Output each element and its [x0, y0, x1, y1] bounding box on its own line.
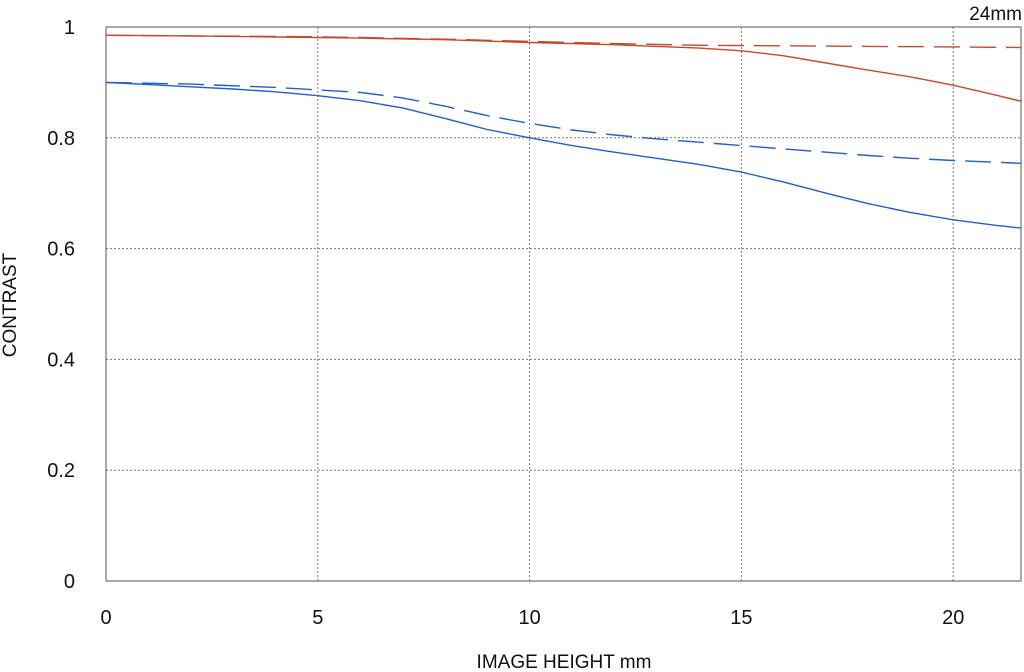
series-line-1: [105, 34, 1022, 49]
x-tick-label: 15: [730, 607, 752, 629]
y-axis-title: CONTRAST: [0, 252, 21, 357]
series-line-0: [105, 34, 1022, 102]
x-tick-label: 0: [100, 607, 111, 629]
series-line-3: [105, 81, 1022, 164]
y-tick-labels: 0 0.2 0.4 0.6 0.8 1: [47, 17, 75, 593]
x-tick-label: 20: [942, 607, 964, 629]
series-group: [105, 34, 1022, 229]
y-tick-label: 1: [64, 17, 75, 39]
x-tick-label: 10: [518, 607, 540, 629]
x-tick-label: 5: [312, 607, 323, 629]
y-tick-label: 0.6: [47, 239, 75, 261]
focal-length-label: 24mm: [969, 4, 1022, 25]
grid-lines: [106, 27, 1021, 581]
series-line-2: [105, 81, 1022, 229]
y-tick-label: 0: [64, 571, 75, 593]
plot-frame: [105, 26, 1022, 582]
y-tick-label: 0.4: [47, 349, 75, 371]
y-tick-label: 0.8: [47, 128, 75, 150]
x-tick-labels: 0 5 10 15 20: [100, 607, 964, 629]
y-tick-label: 0.2: [47, 460, 75, 482]
x-axis-title: IMAGE HEIGHT mm: [477, 652, 652, 672]
